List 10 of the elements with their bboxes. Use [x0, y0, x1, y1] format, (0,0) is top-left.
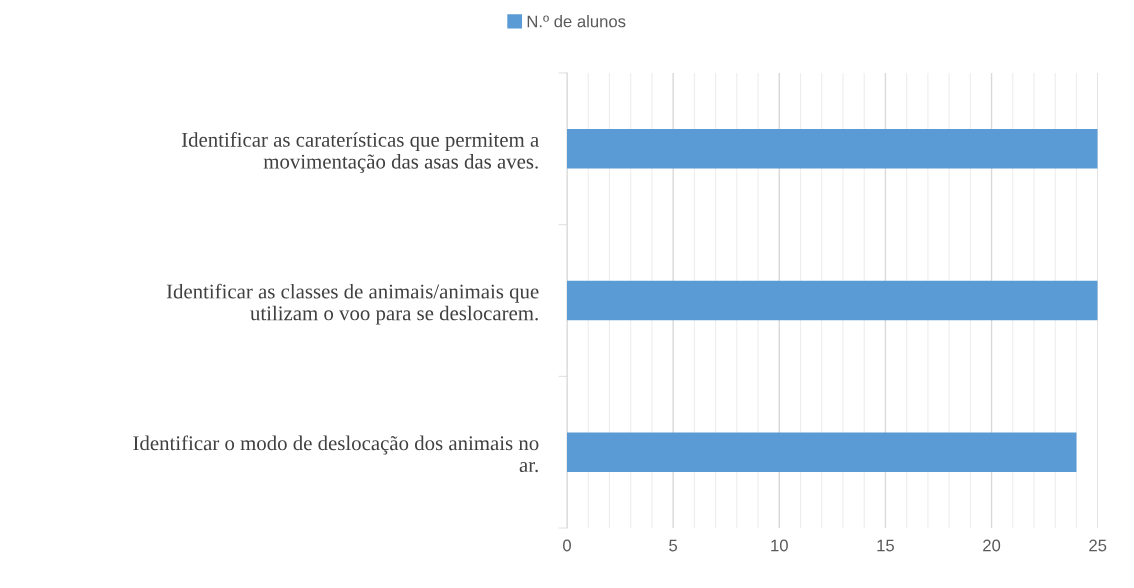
x-tick-label: 15 — [877, 539, 894, 552]
x-tick-label: 0 — [563, 539, 571, 552]
x-tick-label: 20 — [983, 539, 1001, 552]
y-tick-label: Identificar as classes de animais/animais que utilizam o voo para se deslocarem. — [166, 283, 539, 325]
y-tick-label: Identificar as caraterísticas que permitem a movimentação das asas das aves. — [181, 131, 539, 173]
x-tick-label: 25 — [1089, 539, 1107, 552]
x-tick-label: 10 — [771, 539, 788, 552]
x-tick-label: 5 — [669, 539, 678, 552]
y-tick-label: Identificar o modo de deslocação dos animais no ar. — [133, 435, 539, 473]
legend-label: N.º de alunos — [527, 15, 626, 28]
